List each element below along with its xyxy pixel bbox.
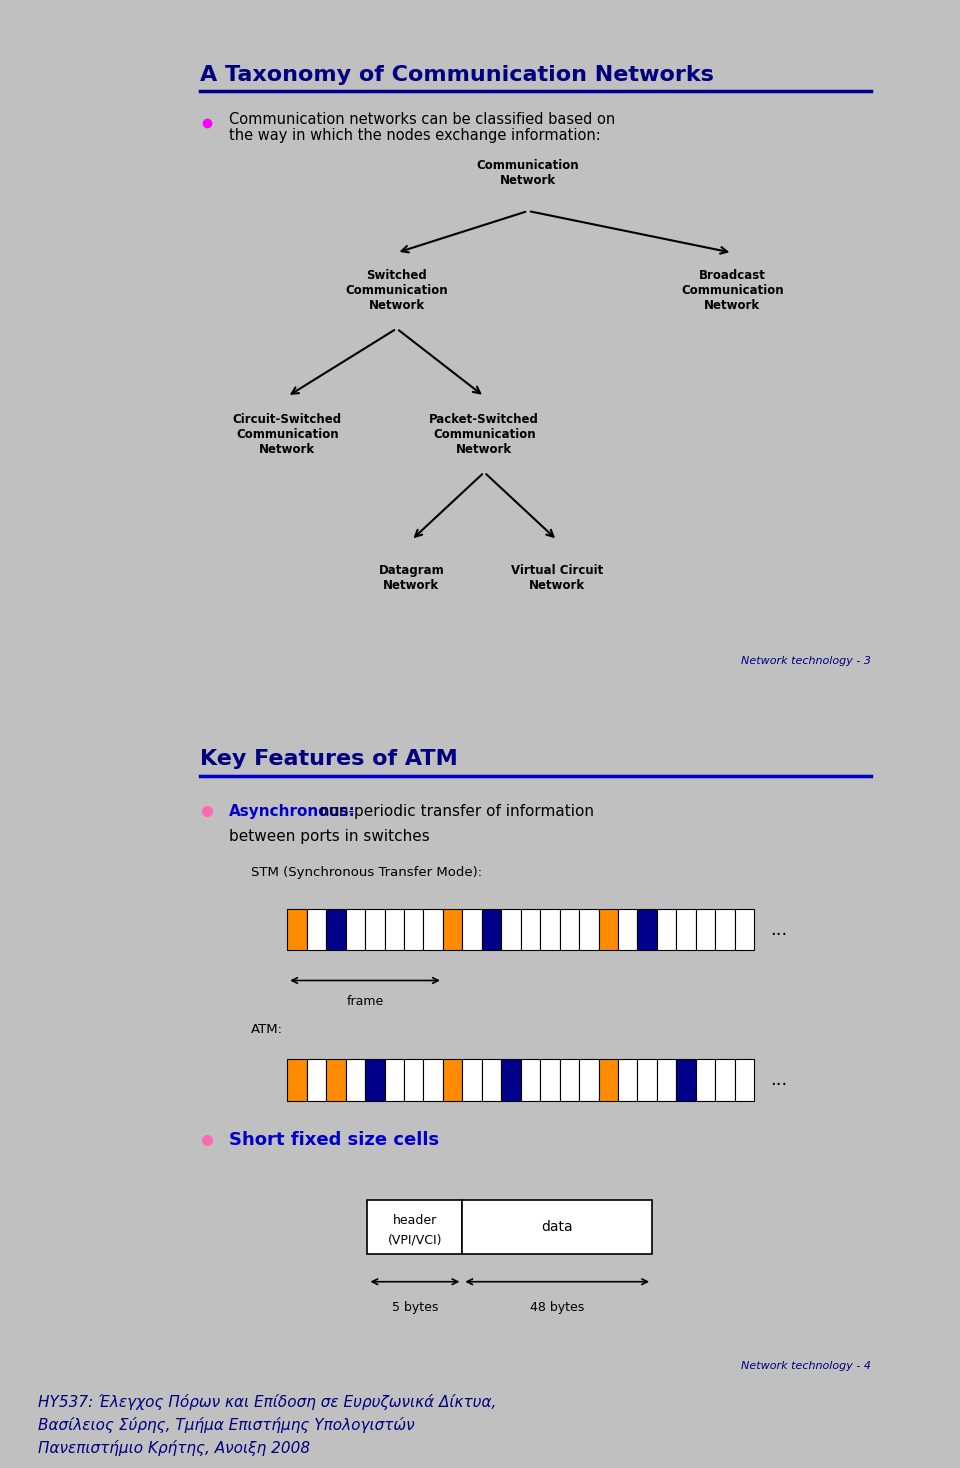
Text: Network technology - 4: Network technology - 4 bbox=[741, 1361, 871, 1371]
Text: data: data bbox=[541, 1220, 573, 1235]
Text: Packet-Switched
Communication
Network: Packet-Switched Communication Network bbox=[429, 413, 540, 457]
Bar bbox=[560, 1060, 579, 1101]
Text: Short fixed size cells: Short fixed size cells bbox=[228, 1132, 439, 1149]
Bar bbox=[637, 1060, 657, 1101]
Bar bbox=[637, 909, 657, 950]
Bar bbox=[482, 1060, 501, 1101]
Bar bbox=[463, 1060, 482, 1101]
Bar bbox=[501, 1060, 520, 1101]
Bar bbox=[482, 909, 501, 950]
Text: Communication
Network: Communication Network bbox=[477, 159, 579, 186]
Bar bbox=[715, 909, 734, 950]
Bar bbox=[385, 909, 404, 950]
Bar bbox=[715, 1060, 734, 1101]
Text: Key Features of ATM: Key Features of ATM bbox=[200, 749, 457, 769]
Text: Asynchronous:: Asynchronous: bbox=[228, 804, 355, 819]
Bar bbox=[306, 909, 326, 950]
Bar bbox=[423, 909, 443, 950]
Bar bbox=[365, 1060, 385, 1101]
Bar bbox=[346, 909, 365, 950]
Bar bbox=[520, 909, 540, 950]
Text: STM (Synchronous Transfer Mode):: STM (Synchronous Transfer Mode): bbox=[251, 866, 482, 879]
Bar bbox=[618, 1060, 637, 1101]
Bar bbox=[287, 1060, 306, 1101]
Text: header: header bbox=[393, 1214, 437, 1227]
Text: 5 bytes: 5 bytes bbox=[392, 1301, 438, 1314]
Bar bbox=[404, 909, 423, 950]
Bar bbox=[326, 1060, 346, 1101]
Text: ...: ... bbox=[770, 920, 787, 938]
Bar bbox=[560, 909, 579, 950]
Text: ...: ... bbox=[770, 1072, 787, 1089]
Bar bbox=[579, 909, 598, 950]
Bar bbox=[657, 909, 677, 950]
Bar bbox=[540, 909, 560, 950]
Bar bbox=[677, 1060, 696, 1101]
Bar bbox=[598, 1060, 618, 1101]
Bar bbox=[696, 909, 715, 950]
Bar bbox=[385, 1060, 404, 1101]
Text: ATM:: ATM: bbox=[251, 1023, 283, 1036]
Bar bbox=[287, 909, 306, 950]
Bar bbox=[696, 1060, 715, 1101]
Bar bbox=[677, 909, 696, 950]
Bar bbox=[657, 1060, 677, 1101]
Text: Switched
Communication
Network: Switched Communication Network bbox=[346, 269, 448, 313]
Bar bbox=[734, 909, 755, 950]
Bar bbox=[326, 909, 346, 950]
Text: Πανεπιστήμιο Κρήτης, Ανοιξη 2008: Πανεπιστήμιο Κρήτης, Ανοιξη 2008 bbox=[37, 1440, 310, 1456]
Bar bbox=[463, 909, 482, 950]
Text: Βασίλειος Σύρης, Τμήμα Επιστήμης Υπολογιστών: Βασίλειος Σύρης, Τμήμα Επιστήμης Υπολογι… bbox=[37, 1417, 415, 1433]
Bar bbox=[618, 909, 637, 950]
Text: (VPI/VCI): (VPI/VCI) bbox=[388, 1233, 443, 1246]
Text: Datagram
Network: Datagram Network bbox=[378, 564, 444, 592]
Text: Network technology - 3: Network technology - 3 bbox=[741, 656, 871, 666]
Bar bbox=[306, 1060, 326, 1101]
Bar bbox=[365, 909, 385, 950]
Bar bbox=[540, 1060, 560, 1101]
Bar bbox=[443, 1060, 463, 1101]
Text: Circuit-Switched
Communication
Network: Circuit-Switched Communication Network bbox=[232, 413, 342, 457]
Bar bbox=[443, 909, 463, 950]
Bar bbox=[579, 1060, 598, 1101]
Bar bbox=[368, 1201, 463, 1254]
Text: the way in which the nodes exchange information:: the way in which the nodes exchange info… bbox=[228, 128, 601, 142]
Bar bbox=[501, 909, 520, 950]
Text: Virtual Circuit
Network: Virtual Circuit Network bbox=[511, 564, 603, 592]
Bar bbox=[463, 1201, 652, 1254]
Text: Communication networks can be classified based on: Communication networks can be classified… bbox=[228, 112, 615, 128]
Text: between ports in switches: between ports in switches bbox=[228, 829, 430, 844]
Text: HY537: Έλεγχος Πόρων και Επίδοση σε Ευρυζωνικά Δίκτυα,: HY537: Έλεγχος Πόρων και Επίδοση σε Ευρυ… bbox=[37, 1393, 496, 1409]
Text: frame: frame bbox=[347, 995, 384, 1009]
Text: non-periodic transfer of information: non-periodic transfer of information bbox=[315, 804, 594, 819]
Text: A Taxonomy of Communication Networks: A Taxonomy of Communication Networks bbox=[200, 65, 713, 85]
Bar bbox=[346, 1060, 365, 1101]
Bar bbox=[423, 1060, 443, 1101]
Text: Broadcast
Communication
Network: Broadcast Communication Network bbox=[681, 269, 783, 313]
Bar bbox=[520, 1060, 540, 1101]
Text: 48 bytes: 48 bytes bbox=[530, 1301, 585, 1314]
Bar bbox=[404, 1060, 423, 1101]
Bar bbox=[734, 1060, 755, 1101]
Bar bbox=[598, 909, 618, 950]
